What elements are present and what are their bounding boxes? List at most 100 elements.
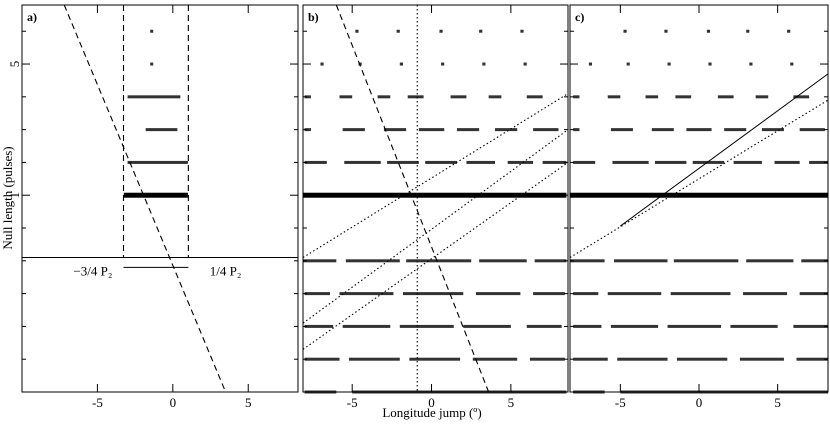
dot-run xyxy=(488,95,502,99)
panel-frame xyxy=(21,4,299,393)
dot-run xyxy=(396,29,400,33)
x-tick-label: 5 xyxy=(245,395,252,410)
guide-line xyxy=(620,73,829,227)
x-tick-label: 0 xyxy=(170,395,177,410)
guide-line xyxy=(302,129,569,324)
dot-run xyxy=(418,128,445,132)
dot-run xyxy=(407,95,424,99)
dot-run xyxy=(304,160,327,164)
dot-run xyxy=(676,357,728,361)
guide-line xyxy=(335,4,490,393)
dot-run xyxy=(651,128,674,132)
dot-run xyxy=(620,390,828,394)
dot-run xyxy=(303,192,567,198)
dot-run xyxy=(573,324,602,328)
x-tick-label: 0 xyxy=(428,395,435,410)
dot-run xyxy=(724,128,747,132)
dot-run xyxy=(402,292,464,296)
dot-run xyxy=(746,29,750,33)
dot-run xyxy=(588,62,593,66)
dot-run xyxy=(573,357,608,361)
y-tick-label: 5 xyxy=(7,61,22,68)
guide-line xyxy=(63,4,227,393)
dot-run xyxy=(730,324,778,328)
annotation: −3/4 P₂ xyxy=(73,263,112,278)
dot-run xyxy=(339,95,353,99)
dot-run xyxy=(686,128,712,132)
dot-run xyxy=(573,160,596,164)
dot-run xyxy=(573,95,580,99)
dot-run xyxy=(533,292,565,296)
x-axis-label: Longitude jump (º) xyxy=(382,405,481,420)
dot-run xyxy=(150,29,154,33)
dot-run xyxy=(383,128,407,132)
dot-run xyxy=(787,29,791,33)
dot-run xyxy=(342,324,391,328)
dot-run xyxy=(706,29,711,33)
dot-run xyxy=(667,324,722,328)
dot-run xyxy=(667,62,671,66)
dot-run xyxy=(654,160,687,164)
dot-run xyxy=(127,160,188,164)
dot-run xyxy=(610,324,659,328)
dot-run xyxy=(529,357,565,361)
dot-run xyxy=(542,160,567,164)
x-tick-label: -5 xyxy=(347,395,358,410)
dot-run xyxy=(523,62,527,66)
x-tick-label: 5 xyxy=(774,395,781,410)
dot-run xyxy=(607,292,662,296)
dot-run xyxy=(793,95,810,99)
dot-run xyxy=(304,128,311,132)
dot-run xyxy=(450,95,467,99)
dot-run xyxy=(708,62,712,66)
dot-run xyxy=(304,292,330,296)
dot-run xyxy=(475,292,521,296)
dot-run xyxy=(304,95,311,99)
dot-run xyxy=(610,128,633,132)
panel-frame xyxy=(569,4,829,393)
dot-run xyxy=(441,62,445,66)
dot-run xyxy=(717,95,734,99)
dot-run xyxy=(495,128,518,132)
dot-run xyxy=(145,128,178,132)
guide-line xyxy=(302,93,569,259)
dot-run xyxy=(743,292,788,296)
dot-run xyxy=(799,292,828,296)
dot-run xyxy=(399,62,403,66)
dot-run xyxy=(526,95,543,99)
dot-run xyxy=(479,29,483,33)
dot-run xyxy=(304,357,340,361)
dot-run xyxy=(755,95,769,99)
dot-run xyxy=(799,128,825,132)
guide-line xyxy=(569,99,829,259)
dot-run xyxy=(774,160,800,164)
dot-run xyxy=(570,192,828,198)
y-axis-label: Null length (pulses) xyxy=(0,146,15,249)
dot-run xyxy=(796,357,828,361)
panel-letter: b) xyxy=(308,10,319,24)
x-tick-label: -5 xyxy=(615,395,626,410)
dot-run xyxy=(573,292,599,296)
dot-run xyxy=(809,160,828,164)
dot-run xyxy=(150,62,154,66)
dot-run xyxy=(377,95,391,99)
dot-run xyxy=(645,95,659,99)
dot-run xyxy=(352,390,567,394)
dot-run xyxy=(739,357,784,361)
dot-run xyxy=(342,128,365,132)
dot-run xyxy=(733,160,762,164)
x-tick-label: 0 xyxy=(696,395,703,410)
dot-run xyxy=(466,160,496,164)
dot-run xyxy=(355,29,359,33)
dot-run xyxy=(761,128,784,132)
dot-run xyxy=(692,160,725,164)
panel-letter: a) xyxy=(27,10,37,24)
panel-letter: c) xyxy=(575,10,584,24)
dot-run xyxy=(793,324,828,328)
dot-run xyxy=(801,259,828,263)
dot-run xyxy=(507,160,534,164)
dot-run xyxy=(664,29,668,33)
x-tick-label: 5 xyxy=(508,395,515,410)
dot-run xyxy=(387,160,419,164)
dot-run xyxy=(526,324,562,328)
